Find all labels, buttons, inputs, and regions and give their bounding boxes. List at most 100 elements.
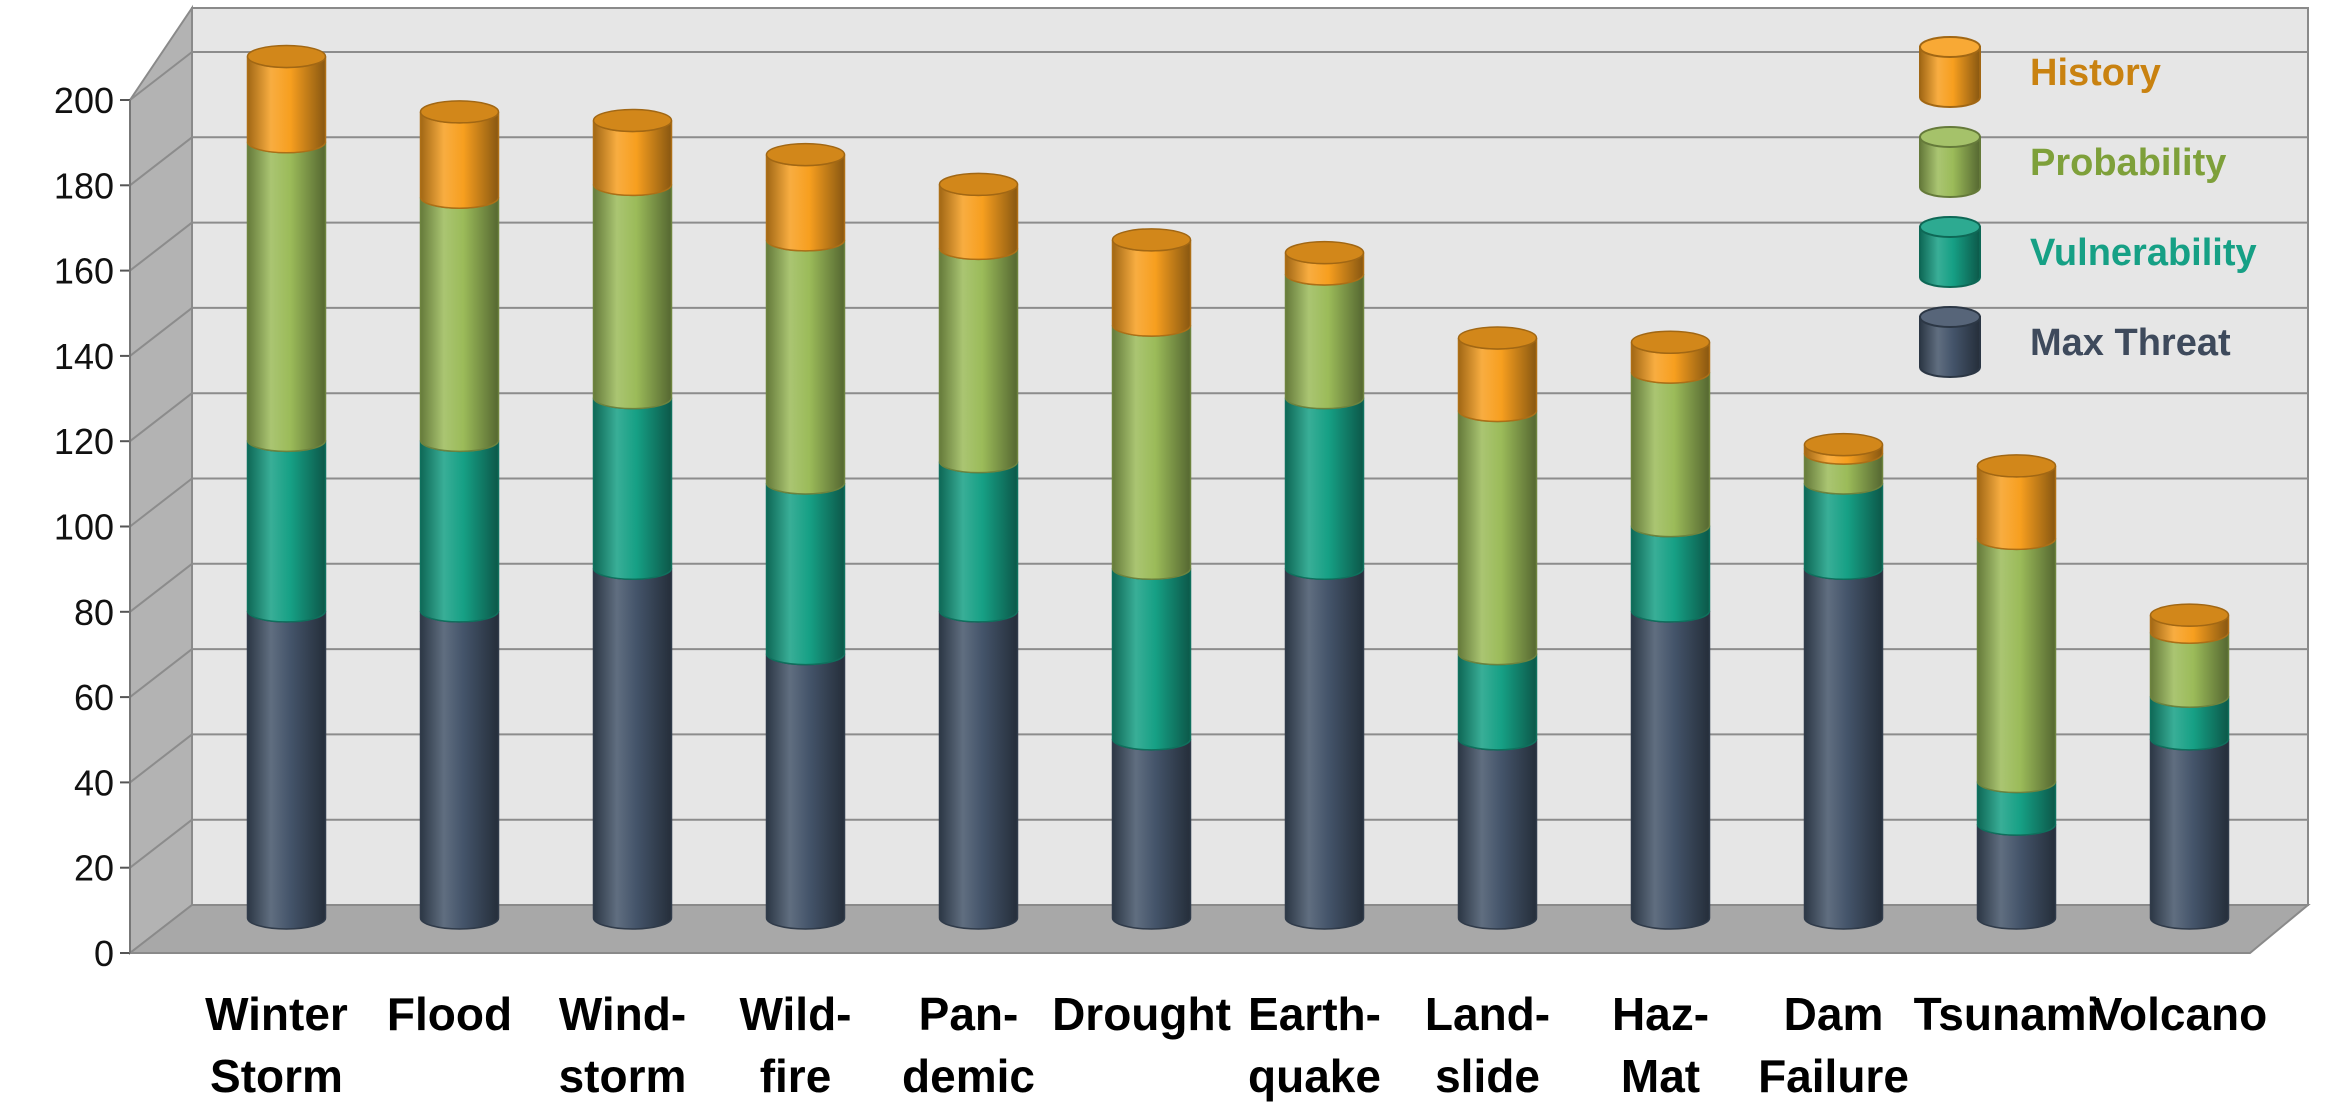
legend-swatch-top: [1919, 126, 1981, 148]
bar-top-cap: [765, 142, 846, 167]
x-tick-label: Pan-: [919, 988, 1019, 1040]
bar-stack: [1457, 326, 1538, 930]
bar-segment-vulnerability: [938, 461, 1019, 623]
bar-segment-max-threat: [1284, 568, 1365, 930]
bar-segment-probability: [1630, 371, 1711, 538]
bar-stack: [765, 142, 846, 930]
y-tick-label: 40: [74, 762, 114, 803]
bar-segment-probability: [1457, 410, 1538, 666]
y-tick-label: 180: [54, 165, 114, 206]
legend-swatch-vulnerability: [1919, 226, 1981, 288]
x-tick-label: Dam: [1784, 988, 1884, 1040]
bar-top-cap: [2149, 603, 2230, 627]
bar-segment-probability: [765, 239, 846, 495]
bar-top-cap: [592, 108, 673, 133]
bar-stack: [1284, 240, 1365, 930]
bar-segment-max-threat: [246, 610, 327, 930]
y-tick-label: 60: [74, 677, 114, 718]
legend-swatch-history: [1919, 46, 1981, 108]
bar-segment-vulnerability: [419, 440, 500, 623]
x-tick-label: Earth-: [1248, 988, 1381, 1040]
x-tick-label: Failure: [1758, 1050, 1909, 1102]
bar-stack: [2149, 603, 2230, 930]
legend-label-probability: Probability: [2030, 142, 2226, 184]
bar-stack: [1111, 228, 1192, 930]
bar-segment-probability: [592, 184, 673, 410]
gridline-side: [129, 221, 193, 272]
bar-segment-vulnerability: [1803, 482, 1884, 581]
gridline-side: [129, 477, 193, 528]
bar-stack: [1630, 330, 1711, 930]
bar-segment-history: [1976, 465, 2057, 551]
bar-segment-vulnerability: [592, 397, 673, 581]
bar-segment-max-threat: [592, 568, 673, 930]
x-tick-label: demic: [902, 1050, 1035, 1102]
bar-stack: [419, 100, 500, 930]
x-tick-label: Winter: [205, 988, 348, 1040]
bar-segment-vulnerability: [246, 440, 327, 623]
bar-segment-history: [419, 111, 500, 209]
legend-swatch-top: [1919, 216, 1981, 238]
bar-stack: [938, 172, 1019, 930]
legend-label-max-threat: Max Threat: [2030, 322, 2231, 364]
x-tick-label: slide: [1435, 1050, 1540, 1102]
bar-segment-probability: [1284, 273, 1365, 410]
legend-label-history: History: [2030, 52, 2161, 94]
bar-segment-max-threat: [1803, 568, 1884, 930]
bar-stack: [1976, 454, 2057, 930]
x-tick-label: Volcano: [2092, 988, 2268, 1040]
y-tick-label: 160: [54, 251, 114, 292]
floor: [127, 904, 2311, 954]
legend-swatch-top: [1919, 36, 1981, 58]
bar-segment-vulnerability: [1457, 653, 1538, 751]
gridline-side: [129, 818, 193, 869]
bar-segment-history: [765, 154, 846, 252]
gridline-side: [129, 733, 193, 784]
bar-segment-probability: [1976, 538, 2057, 794]
x-tick-label: fire: [760, 1050, 832, 1102]
bars: [246, 44, 2230, 930]
side-wall: [129, 4, 193, 956]
y-tick-label: 120: [54, 421, 114, 462]
x-tick-label: Drought: [1052, 988, 1231, 1040]
gridline-side: [129, 392, 193, 442]
bar-top-cap: [1630, 330, 1711, 354]
x-tick-label: Wind-: [559, 988, 686, 1040]
x-tick-label: Tsunami: [1914, 988, 2100, 1040]
bar-stack: [1803, 432, 1884, 930]
bar-segment-vulnerability: [1111, 568, 1192, 751]
bar-segment-vulnerability: [1284, 397, 1365, 581]
bar-top-cap: [1111, 228, 1192, 252]
x-tick-label: Haz-: [1612, 988, 1709, 1040]
y-axis: 0 20 40 60 80 100 120 140 160 180 200: [54, 80, 131, 974]
bar-stack: [592, 108, 673, 930]
gridline-side: [129, 136, 193, 187]
legend-swatch-probability: [1919, 136, 1981, 198]
legend-swatch-max-threat: [1919, 316, 1981, 378]
x-tick-label: Land-: [1425, 988, 1550, 1040]
bar-segment-max-threat: [938, 610, 1019, 930]
bar-top-cap: [938, 172, 1019, 197]
legend-swatch-top: [1919, 306, 1981, 328]
x-tick-label: storm: [559, 1050, 687, 1102]
bar-segment-history: [1457, 337, 1538, 423]
y-tick-label: 80: [74, 592, 114, 633]
y-tick-label: 0: [94, 933, 114, 974]
bar-top-cap: [419, 100, 500, 124]
bar-top-cap: [1457, 326, 1538, 350]
bar-stack: [246, 44, 327, 930]
bar-segment-probability: [246, 141, 327, 453]
bar-segment-max-threat: [765, 653, 846, 930]
x-tick-label: Flood: [387, 988, 512, 1040]
legend-label-vulnerability: Vulnerability: [2030, 232, 2257, 274]
x-tick-label: Wild-: [740, 988, 852, 1040]
bar-segment-probability: [938, 248, 1019, 474]
legend: History Probability Vulnerability Max Threa…: [1919, 36, 2257, 378]
bar-segment-history: [246, 56, 327, 154]
bar-segment-max-threat: [1630, 610, 1711, 930]
y-tick-label: 140: [54, 336, 114, 377]
bar-segment-max-threat: [419, 610, 500, 930]
gridline-side: [129, 648, 193, 698]
x-tick-label: Storm: [210, 1050, 343, 1102]
